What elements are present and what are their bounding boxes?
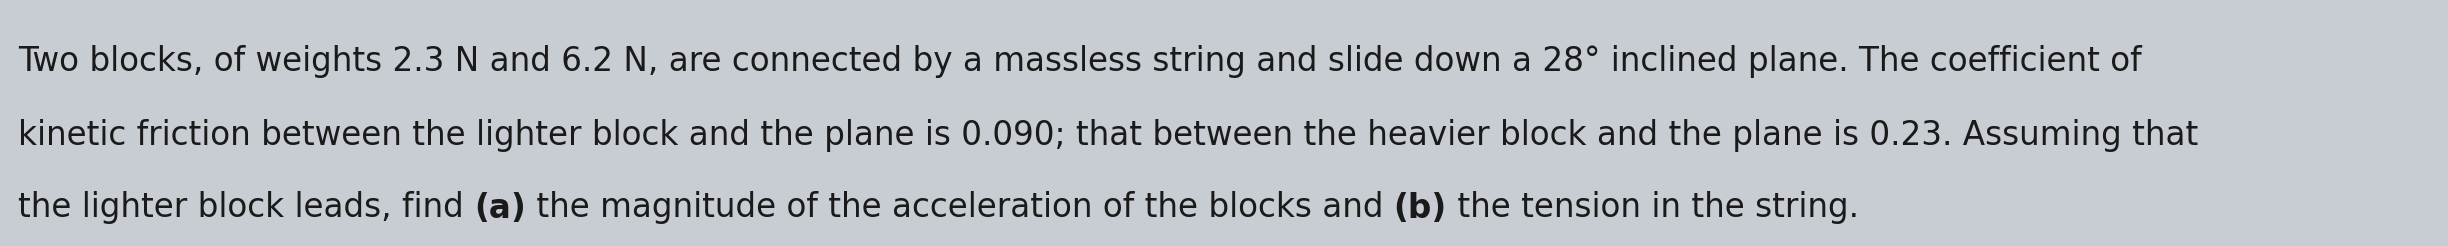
Text: the magnitude of the acceleration of the blocks and: the magnitude of the acceleration of the… [526,191,1393,225]
Text: (a): (a) [475,191,526,225]
Text: Two blocks, of weights 2.3 N and 6.2 N, are connected by a massless string and s: Two blocks, of weights 2.3 N and 6.2 N, … [17,46,2142,78]
Text: kinetic friction between the lighter block and the plane is 0.090; that between : kinetic friction between the lighter blo… [17,120,2198,153]
Text: the tension in the string.: the tension in the string. [1447,191,1858,225]
Text: (b): (b) [1393,191,1447,225]
Text: the lighter block leads, find: the lighter block leads, find [17,191,475,225]
